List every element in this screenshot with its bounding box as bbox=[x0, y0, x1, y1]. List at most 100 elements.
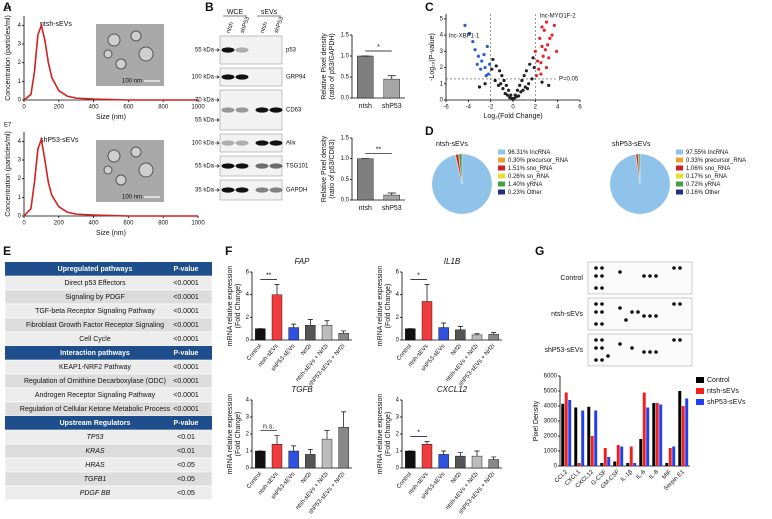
significance-label: ** bbox=[376, 147, 382, 154]
legend-swatch bbox=[498, 181, 505, 187]
array-spot bbox=[618, 342, 622, 346]
y-tick-label: 3 bbox=[440, 49, 444, 55]
legend-category: lncRNA bbox=[708, 150, 728, 156]
point bbox=[528, 62, 532, 66]
vesicle bbox=[138, 162, 154, 178]
point bbox=[524, 69, 529, 73]
bar bbox=[321, 325, 333, 341]
y-tick-label: 4 bbox=[440, 33, 444, 39]
bar bbox=[587, 406, 591, 466]
vesicle bbox=[115, 58, 127, 70]
bar bbox=[574, 407, 578, 466]
y-tick-label: 5000 bbox=[544, 389, 558, 395]
y-axis-label: Concentration (particles/ml) bbox=[5, 131, 12, 217]
legend-value: 1.51% bbox=[508, 166, 526, 172]
y-tick-label: 6 bbox=[396, 270, 400, 276]
legend-value: 0.26% bbox=[508, 174, 526, 180]
protein-label: p53 bbox=[286, 48, 297, 54]
table-cell: Direct p53 Effectors bbox=[64, 280, 126, 287]
table-cell: HRAS bbox=[85, 462, 105, 469]
array-spot bbox=[594, 346, 598, 350]
legend-label: 1.40% yRNA bbox=[508, 182, 542, 188]
y-exponent: E7 bbox=[4, 123, 12, 129]
point bbox=[506, 88, 511, 92]
vesicle bbox=[130, 30, 142, 42]
legend-value: 0.23% bbox=[508, 190, 526, 196]
array-spot bbox=[600, 322, 604, 326]
bar bbox=[288, 327, 299, 341]
error-bar bbox=[291, 445, 297, 451]
point bbox=[486, 72, 491, 76]
y-tick-label: 2 bbox=[18, 60, 22, 66]
error-bar bbox=[457, 326, 463, 330]
array-spot bbox=[678, 338, 682, 342]
blot-band bbox=[269, 163, 283, 169]
y-exponent: E7 bbox=[4, 7, 12, 13]
point bbox=[494, 64, 498, 68]
blot-band bbox=[221, 140, 235, 146]
point bbox=[467, 31, 472, 36]
y-tick-label: 1000 bbox=[544, 449, 558, 455]
x-axis-label: Size (nm) bbox=[96, 114, 126, 121]
vesicle bbox=[138, 46, 154, 62]
bar bbox=[681, 406, 685, 466]
point bbox=[540, 80, 544, 84]
y-axis-label: (Fold Change) bbox=[235, 412, 242, 457]
table-cell: <0.0001 bbox=[173, 392, 199, 399]
bar bbox=[288, 450, 299, 469]
error-bar bbox=[491, 456, 497, 460]
point bbox=[533, 49, 537, 53]
blot-band bbox=[221, 47, 235, 53]
y-axis-label: -Log₁₀(P-value) bbox=[429, 33, 436, 81]
legend-swatch bbox=[676, 173, 683, 179]
y-tick-label: 1 bbox=[246, 449, 250, 455]
array-spot bbox=[642, 350, 646, 354]
x-tick-label: 4 bbox=[556, 105, 560, 111]
table-cell: <0.01 bbox=[177, 434, 195, 441]
blot-strip bbox=[219, 67, 283, 87]
point bbox=[491, 57, 495, 62]
legend-swatch bbox=[696, 377, 704, 383]
point bbox=[498, 69, 502, 73]
chart-title: CXCL12 bbox=[437, 385, 468, 394]
point bbox=[522, 74, 526, 78]
legend-category: yRNA bbox=[527, 182, 543, 188]
bar bbox=[659, 404, 663, 466]
blot-band bbox=[221, 163, 235, 169]
bar bbox=[603, 448, 607, 466]
array-spot bbox=[594, 338, 598, 342]
array-spot bbox=[594, 302, 598, 306]
bar bbox=[383, 78, 400, 99]
table-cell: Fibroblast Growth Factor Receptor Signal… bbox=[26, 322, 164, 329]
y-axis-label: mRNA relative expression bbox=[227, 266, 234, 347]
array-spot bbox=[630, 346, 634, 350]
marker-arrow bbox=[215, 141, 220, 145]
y-tick-label: 4 bbox=[18, 139, 22, 145]
point bbox=[480, 59, 484, 63]
marker-arrow bbox=[215, 98, 220, 102]
table-header bbox=[5, 262, 212, 276]
bar bbox=[613, 461, 617, 466]
legend-swatch bbox=[676, 189, 683, 195]
protein-label: CD63 bbox=[286, 108, 302, 114]
blot-band bbox=[235, 163, 249, 169]
legend-label: 97.55% lncRNA bbox=[686, 150, 728, 156]
error-bar bbox=[291, 323, 297, 328]
legend-value: 1.40% bbox=[508, 182, 526, 188]
blot-band bbox=[255, 140, 269, 146]
point bbox=[548, 36, 552, 40]
array-spot bbox=[594, 286, 598, 290]
point bbox=[552, 23, 556, 27]
bar bbox=[471, 334, 483, 341]
marker-label: 55 kDa bbox=[195, 164, 215, 170]
protein-label: TSG101 bbox=[286, 164, 309, 170]
error-bar bbox=[324, 430, 330, 440]
array-membrane bbox=[587, 333, 693, 367]
blot-band bbox=[269, 107, 283, 113]
y-tick-label: 0.0 bbox=[341, 96, 350, 102]
point bbox=[520, 78, 524, 83]
header-cell: Upregulated pathways bbox=[58, 266, 133, 273]
array-spot bbox=[672, 266, 676, 270]
bar bbox=[581, 410, 585, 466]
